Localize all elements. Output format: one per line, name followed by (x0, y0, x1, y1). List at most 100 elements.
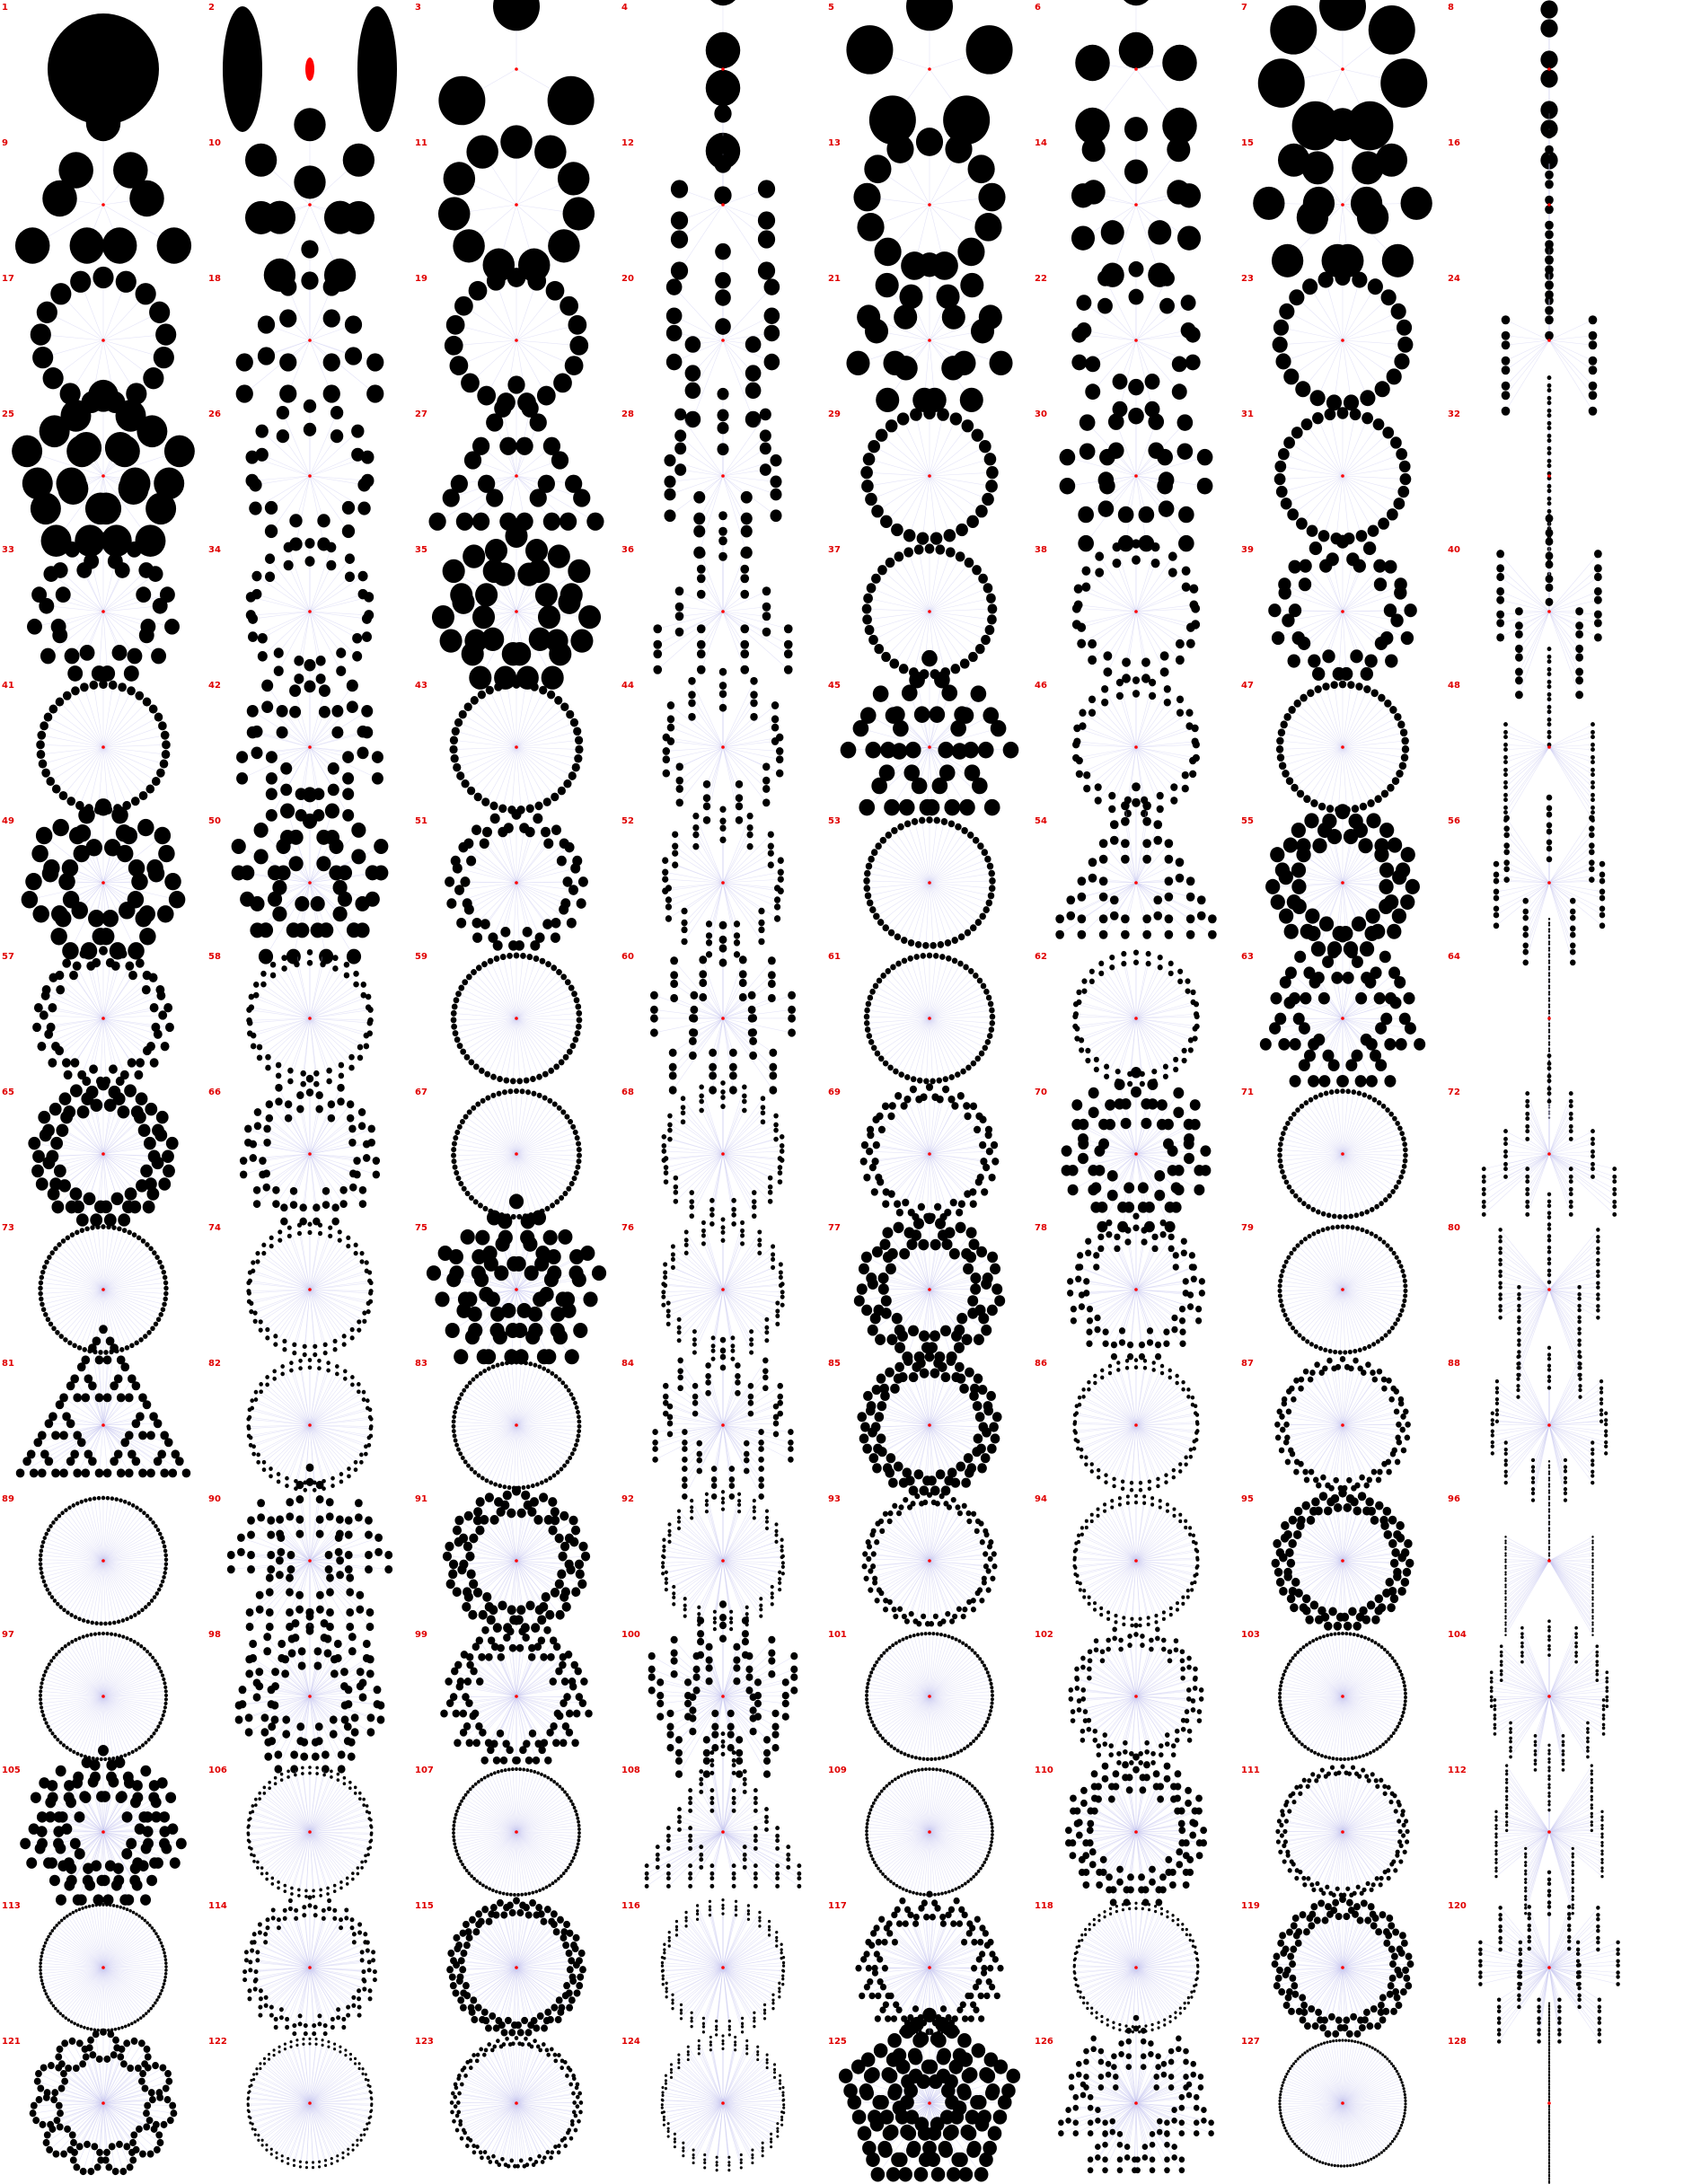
pattern-dot (1405, 1022, 1416, 1035)
pattern-dot (864, 1008, 869, 1014)
pattern-dot (530, 1076, 536, 1082)
pattern-dot (577, 1153, 582, 1158)
pattern-dot (688, 677, 695, 685)
pattern-dot (507, 953, 513, 959)
pattern-dot (697, 565, 706, 574)
pattern-dot (99, 680, 108, 689)
pattern-dot (981, 635, 991, 645)
pattern-dot (306, 1088, 313, 1096)
pattern-dot (450, 736, 458, 745)
spoke-line (283, 413, 310, 476)
pattern-dot (372, 751, 383, 763)
pattern-number-label: 47 (1241, 681, 1254, 691)
spoke-line (1506, 320, 1549, 340)
spoke-line (1343, 747, 1371, 803)
pattern-dot (323, 277, 340, 295)
pattern-dot (1589, 815, 1595, 821)
pattern-dot (865, 1026, 870, 1033)
pattern-dot (1300, 694, 1307, 702)
pattern-dot (445, 336, 463, 356)
spoke-line (1526, 883, 1549, 929)
pattern-dot (1303, 187, 1335, 220)
pattern-dot (864, 1014, 869, 1020)
pattern-dot (1503, 735, 1508, 739)
pattern-dot (353, 1157, 360, 1165)
pattern-dot (466, 135, 498, 168)
pattern-dot (706, 32, 741, 68)
pattern-dot (49, 1177, 62, 1191)
pattern-dot (1335, 804, 1350, 819)
pattern-dot (280, 784, 292, 797)
pattern-dot (520, 1088, 525, 1094)
pattern-dot (1308, 1038, 1319, 1051)
pattern-dot (250, 922, 264, 938)
pattern-dot (1116, 679, 1124, 687)
pattern-dot (944, 529, 956, 542)
pattern-dot (1599, 905, 1606, 911)
spoke-line (1549, 747, 1592, 820)
pattern-dot (1318, 1075, 1330, 1088)
pattern-svg (0, 681, 207, 816)
pattern-dot (236, 353, 253, 371)
pattern-dot (762, 628, 771, 637)
pattern-number-label: 19 (415, 274, 427, 284)
spoke-line (53, 709, 103, 747)
spoke-line (1343, 476, 1392, 515)
center-marker (1341, 203, 1344, 207)
pattern-dot (1387, 784, 1394, 792)
pattern-dot (1548, 924, 1550, 927)
pattern-dot (748, 1006, 756, 1014)
pattern-dot (1085, 1058, 1090, 1063)
pattern-dot (1522, 898, 1529, 904)
pattern-dot (307, 949, 313, 956)
pattern-dot (1361, 1034, 1372, 1046)
pattern-dot (1381, 289, 1397, 305)
pattern-cell: 68 (620, 1088, 826, 1223)
pattern-dot (342, 501, 355, 515)
pattern-dot (466, 973, 472, 980)
pattern-dot (1589, 842, 1595, 849)
pattern-dot (357, 747, 368, 760)
pattern-dot (1503, 722, 1508, 727)
center-marker (101, 1017, 105, 1020)
center-marker (308, 610, 312, 613)
pattern-dot (1494, 912, 1500, 919)
pattern-dot (570, 1043, 577, 1049)
pattern-dot (1163, 1064, 1168, 1070)
pattern-number-label: 69 (828, 1088, 841, 1097)
pattern-dot (734, 920, 740, 928)
spoke-line (1086, 587, 1136, 612)
pattern-dot (745, 336, 762, 353)
pattern-dot (768, 850, 774, 857)
pattern-dot (960, 388, 983, 412)
pattern-dot (932, 778, 948, 795)
pattern-dot (902, 957, 907, 964)
pattern-dot (1548, 981, 1550, 983)
pattern-dot (1108, 806, 1115, 814)
pattern-dot (669, 1063, 677, 1071)
pattern-dot (1326, 108, 1358, 141)
pattern-dot (784, 649, 793, 658)
pattern-dot (968, 154, 995, 183)
pattern-dot (692, 824, 699, 832)
pattern-dot (79, 949, 88, 958)
pattern-dot (1071, 225, 1095, 250)
pattern-dot (736, 802, 743, 810)
pattern-dot (1503, 772, 1508, 777)
pattern-dot (1594, 573, 1602, 581)
pattern-dot (1076, 1000, 1081, 1005)
spoke-line (930, 1018, 978, 1059)
pattern-dot (76, 562, 92, 578)
pattern-dot (1101, 685, 1108, 693)
pattern-cell: 65 (0, 1088, 207, 1223)
spoke-line (263, 973, 310, 1018)
spoke-line (60, 1154, 103, 1171)
pattern-dot (1547, 705, 1552, 709)
pattern-dot (490, 1074, 497, 1080)
pattern-dot (1547, 438, 1552, 443)
pattern-dot (1176, 874, 1185, 883)
center-marker (928, 881, 931, 885)
pattern-svg (413, 3, 620, 138)
pattern-dot (110, 436, 140, 468)
pattern-dot (313, 1070, 319, 1077)
